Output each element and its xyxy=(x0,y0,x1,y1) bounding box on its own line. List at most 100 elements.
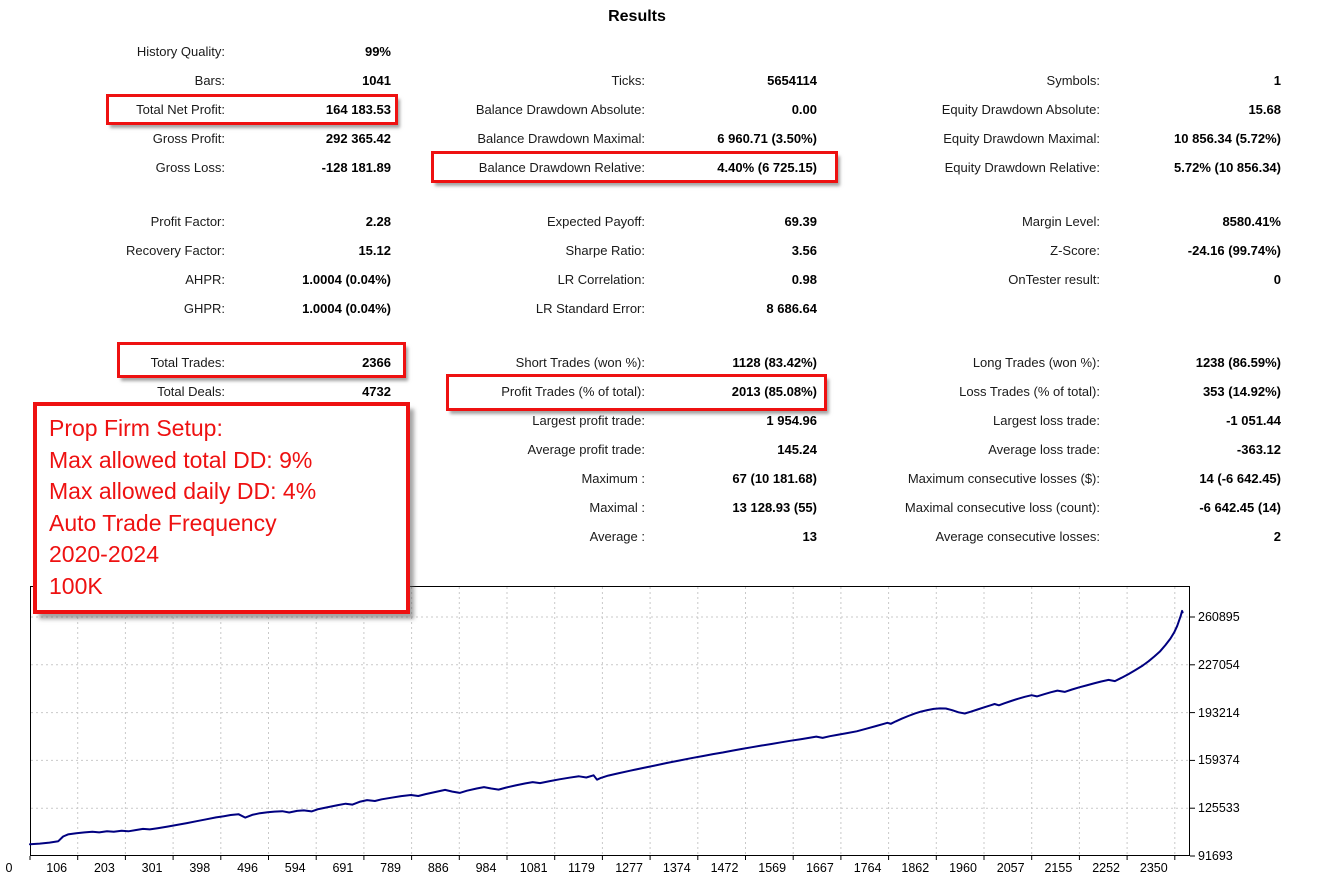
stat-row: LR Correlation: 0.98 xyxy=(420,265,817,294)
stat-label: Largest loss trade: xyxy=(993,413,1100,428)
x-axis-label: 106 xyxy=(46,861,68,875)
stat-label: Loss Trades (% of total): xyxy=(959,384,1100,399)
stat-value: 3.56 xyxy=(791,243,817,258)
stat-row: Largest profit trade: 1 954.96 xyxy=(420,406,817,435)
stat-row: Ticks: 5654114 xyxy=(420,66,817,95)
stat-row: Equity Drawdown Absolute: 15.68 xyxy=(858,95,1281,124)
x-axis-label: 1179 xyxy=(567,861,595,875)
highlight-box-profit-trades xyxy=(446,374,827,411)
stats-column-right: Symbols: 1 Equity Drawdown Absolute: 15.68 E… xyxy=(858,37,1281,551)
stat-row: Expected Payoff: 69.39 xyxy=(420,207,817,236)
stat-row: Profit Trades (% of total): 2013 (85.08%) xyxy=(420,377,817,406)
stat-label: Z-Score: xyxy=(1050,243,1100,258)
stat-label: Bars: xyxy=(194,73,225,88)
stat-value: 10 856.34 (5.72%) xyxy=(1174,131,1281,146)
stat-value: 2013 (85.08%) xyxy=(731,384,817,399)
stat-label: History Quality: xyxy=(136,44,225,59)
stat-label: GHPR: xyxy=(183,301,225,316)
stat-value: 1238 (86.59%) xyxy=(1195,355,1281,370)
stat-value: 0.00 xyxy=(791,102,817,117)
stat-value: 145.24 xyxy=(777,442,817,457)
stat-row xyxy=(420,37,817,66)
x-axis-label: 1569 xyxy=(758,861,787,875)
prop-firm-annotation-box: Prop Firm Setup: Max allowed total DD: 9… xyxy=(33,402,410,614)
stat-label: Average loss trade: xyxy=(988,442,1100,457)
stat-row: Balance Drawdown Relative: 4.40% (6 725.1… xyxy=(420,153,817,182)
highlight-box-total-trades xyxy=(117,342,406,378)
stat-value xyxy=(1100,37,1281,66)
stat-row: Loss Trades (% of total): 353 (14.92%) xyxy=(858,377,1281,406)
stat-label: Average profit trade: xyxy=(527,442,645,457)
stat-row: Profit Factor: 2.28 xyxy=(0,207,391,236)
x-axis-label: 1764 xyxy=(853,861,882,875)
highlight-box-balance-drawdown-relative xyxy=(431,151,838,183)
stat-label: Long Trades (won %): xyxy=(972,355,1100,370)
stat-value: -24.16 (99.74%) xyxy=(1187,243,1281,258)
stat-label: Gross Loss: xyxy=(155,160,225,175)
stat-value: 5.72% (10 856.34) xyxy=(1174,160,1281,175)
stat-label: Balance Drawdown Absolute: xyxy=(475,102,645,117)
stat-value: 13 xyxy=(802,529,817,544)
stat-label: Gross Profit: xyxy=(152,131,225,146)
stat-row: LR Standard Error: 8 686.64 xyxy=(420,294,817,323)
x-axis-label: 496 xyxy=(237,861,258,875)
x-axis-label: 1960 xyxy=(949,861,977,875)
stat-label: Ticks: xyxy=(611,73,645,88)
stat-value: -6 642.45 (14) xyxy=(1199,500,1281,515)
stat-label xyxy=(420,37,645,66)
stat-value: -128 181.89 xyxy=(321,160,391,175)
x-axis-label: 984 xyxy=(475,861,497,875)
x-axis-label: 1472 xyxy=(710,861,739,875)
x-axis-label: 2252 xyxy=(1092,861,1120,875)
stat-label: AHPR: xyxy=(185,272,225,287)
stat-value: 4.40% (6 725.15) xyxy=(717,160,817,175)
stat-value: 15.12 xyxy=(358,243,391,258)
stat-row: Z-Score: -24.16 (99.74%) xyxy=(858,236,1281,265)
stat-label: Maximal : xyxy=(589,500,645,515)
x-axis-label: 2155 xyxy=(1044,861,1073,875)
annotation-line: Prop Firm Setup: xyxy=(49,415,223,441)
stat-row: Average : 13 xyxy=(420,522,817,551)
x-axis-label: 203 xyxy=(93,861,115,875)
annotation-line: 2020-2024 xyxy=(49,541,159,567)
stat-label: Largest profit trade: xyxy=(532,413,645,428)
stat-row: Margin Level: 8580.41% xyxy=(858,207,1281,236)
stat-row xyxy=(858,294,1281,323)
y-axis-label: 125533 xyxy=(1198,801,1240,816)
stat-value: 164 183.53 xyxy=(325,102,391,117)
stat-value: 292 365.42 xyxy=(325,131,391,146)
stat-label: Equity Drawdown Maximal: xyxy=(943,131,1100,146)
stat-label: Total Deals: xyxy=(157,384,225,399)
annotation-line: 100K xyxy=(49,572,103,599)
stat-label: Profit Factor: xyxy=(150,214,225,229)
stat-row: Total Deals: 4732 xyxy=(0,377,391,406)
x-axis-label: 301 xyxy=(141,861,163,875)
x-axis-label: 594 xyxy=(284,861,306,875)
page-title: Results xyxy=(608,8,666,25)
stat-row: Total Net Profit: 164 183.53 xyxy=(0,95,391,124)
stat-row: Balance Drawdown Absolute: 0.00 xyxy=(420,95,817,124)
stat-label: Profit Trades (% of total): xyxy=(501,384,645,399)
x-axis-label: 1667 xyxy=(805,861,834,875)
stat-value xyxy=(1100,294,1281,323)
stat-value: 1 xyxy=(1273,73,1281,88)
stat-value: 13 128.93 (55) xyxy=(732,500,817,515)
stat-row: Largest loss trade: -1 051.44 xyxy=(858,406,1281,435)
stat-label: Balance Drawdown Maximal: xyxy=(477,131,645,146)
stat-row: GHPR: 1.0004 (0.04%) xyxy=(0,294,391,323)
y-axis-label: 159374 xyxy=(1198,753,1240,768)
stat-value: 67 (10 181.68) xyxy=(732,471,817,486)
stat-value: 1 954.96 xyxy=(766,413,817,428)
stat-label xyxy=(858,37,1100,66)
x-axis-label: 789 xyxy=(380,861,402,875)
stat-row: Bars: 1041 xyxy=(0,66,391,95)
stat-value: 4732 xyxy=(362,384,391,399)
stat-row: Average loss trade: -363.12 xyxy=(858,435,1281,464)
balance-chart: Balance xyxy=(29,586,1195,860)
annotation-line: Max allowed daily DD: 4% xyxy=(49,478,317,504)
stat-value: 14 (-6 642.45) xyxy=(1199,471,1281,486)
stat-label: Sharpe Ratio: xyxy=(565,243,646,258)
stat-value: 0 xyxy=(1273,272,1281,287)
stat-value: 2 xyxy=(1273,529,1281,544)
stat-label: Total Net Profit: xyxy=(136,102,225,117)
